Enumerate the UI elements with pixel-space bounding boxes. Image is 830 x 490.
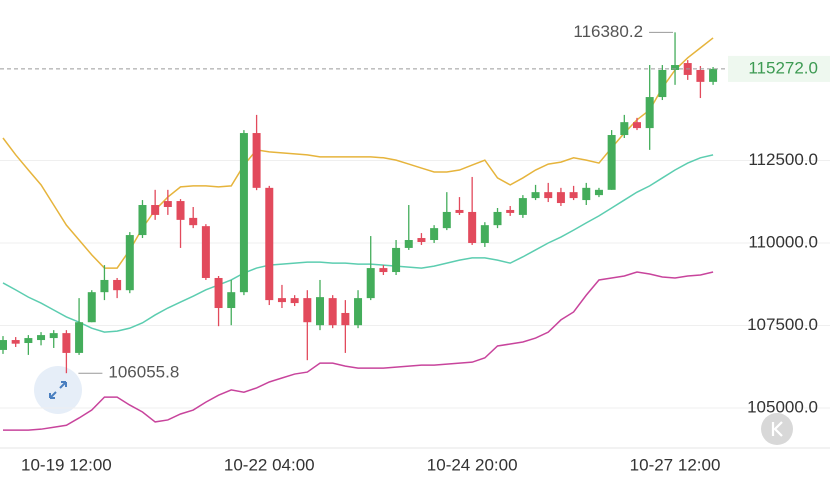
candle-body (138, 205, 147, 236)
candle-body (544, 192, 553, 199)
candle-body (163, 201, 172, 207)
candle-body (569, 192, 578, 199)
candle-body (455, 209, 464, 213)
candle-body (582, 187, 591, 201)
candle-body (709, 68, 718, 82)
y-tick-label: 107500.0 (747, 315, 818, 334)
candle-body (341, 312, 350, 326)
expand-button[interactable] (34, 366, 82, 414)
candle-body (354, 298, 363, 326)
candle-body (62, 333, 71, 353)
candle-body (125, 235, 134, 291)
candle-body (556, 192, 565, 204)
candle-body (531, 192, 540, 199)
candle-body (87, 292, 96, 323)
expand-icon (49, 381, 67, 399)
candle-body (227, 292, 236, 309)
candle-body (417, 238, 426, 242)
x-tick-label: 10-24 20:00 (427, 455, 518, 474)
candle-body (252, 133, 261, 188)
candle-body (37, 335, 46, 341)
x-tick-label: 10-22 04:00 (224, 455, 315, 474)
candle-body (11, 340, 20, 344)
expand-circle (34, 366, 82, 414)
y-tick-label: 110000.0 (748, 232, 818, 251)
candle-body (290, 298, 299, 304)
candle-body (633, 122, 641, 129)
candle-body (189, 217, 198, 226)
candle-body (0, 340, 7, 350)
y-tick-label: 112500.0 (748, 150, 818, 169)
candle-body (442, 211, 451, 229)
candle-body (468, 211, 477, 243)
candle-body (214, 277, 223, 309)
candle-body (430, 228, 439, 241)
candle-body (100, 279, 109, 293)
candle-body (303, 298, 312, 323)
last-price-box (728, 55, 830, 82)
candle-body (49, 333, 58, 339)
candle-body (506, 209, 515, 213)
candle-body (366, 268, 375, 299)
candle-body (265, 187, 274, 301)
candle-body (75, 322, 84, 353)
candle-body (696, 69, 705, 82)
collapse-button[interactable] (761, 413, 793, 445)
candle-body (480, 225, 489, 243)
candle-body (404, 240, 413, 248)
x-tick-label: 10-19 12:00 (21, 455, 112, 474)
last-price-label: 115272.0 (748, 58, 818, 77)
candle-body (277, 298, 286, 303)
candle-body (113, 279, 122, 291)
candle-body (201, 226, 210, 278)
candle-body (607, 135, 616, 190)
band-line (3, 271, 714, 431)
band-line (2, 154, 714, 333)
candle-body (24, 338, 33, 344)
candle-body (392, 247, 401, 273)
max-label: 116380.2 (573, 22, 643, 41)
k-circle (761, 413, 793, 445)
k-icon (771, 421, 783, 437)
candle-body (620, 122, 629, 136)
candle-body (594, 189, 603, 196)
candle-body (671, 65, 680, 70)
candle-body (176, 201, 185, 220)
y-tick-label: 105000.0 (747, 398, 818, 417)
candle-body (328, 298, 337, 326)
x-tick-label: 10-27 12:00 (630, 455, 721, 474)
candle-body (493, 211, 502, 226)
band-line (2, 37, 714, 269)
candle-body (316, 297, 324, 326)
candle-body (645, 97, 654, 129)
candle-body (379, 268, 388, 273)
candle-body (518, 198, 527, 215)
candle-body (151, 205, 160, 215)
candle-body (239, 133, 248, 293)
candle-body (658, 69, 667, 98)
min-label: 106055.8 (108, 363, 179, 382)
